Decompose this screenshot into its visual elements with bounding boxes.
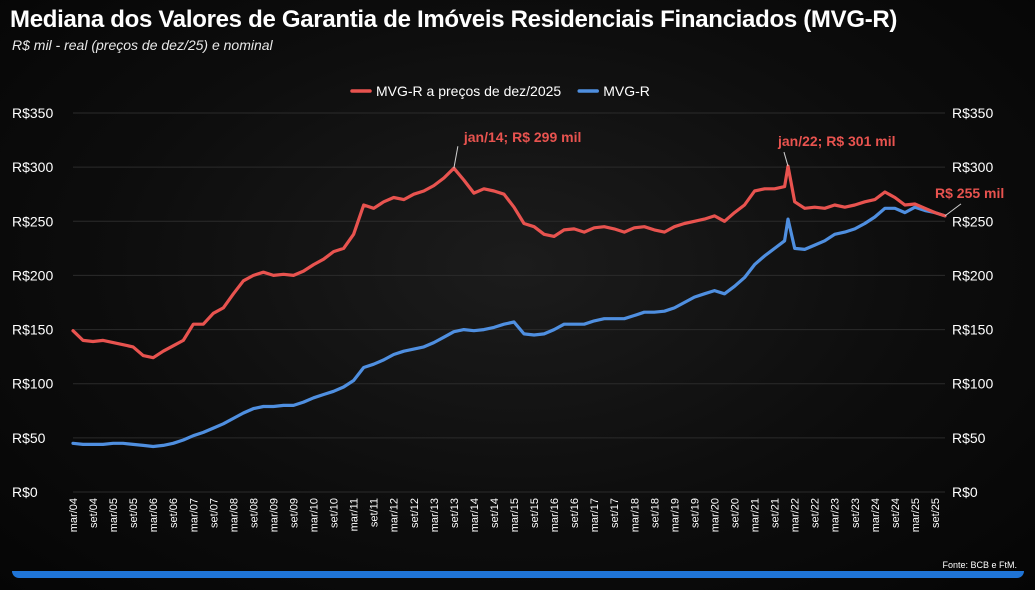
x-tick-label: mar/22 xyxy=(790,498,802,532)
x-tick-label: mar/18 xyxy=(629,498,641,532)
y-tick-label-right: R$300 xyxy=(952,159,993,175)
x-tick-label: set/10 xyxy=(329,498,341,528)
x-tick-label: mar/08 xyxy=(228,498,240,532)
x-tick-label: mar/07 xyxy=(188,498,200,532)
x-tick-label: set/09 xyxy=(289,498,301,528)
y-tick-label-right: R$200 xyxy=(952,267,993,283)
x-tick-label: set/15 xyxy=(529,498,541,528)
y-tick-label-left: R$50 xyxy=(12,430,46,446)
annotation-leader xyxy=(944,203,962,217)
x-tick-label: mar/24 xyxy=(870,498,882,532)
y-tick-label-right: R$100 xyxy=(952,376,993,392)
x-tick-label: set/19 xyxy=(689,498,701,528)
annotation-label: R$ 255 mil xyxy=(935,185,1004,201)
x-tick-label: set/11 xyxy=(369,498,381,527)
y-axis-left: R$0 R$50 R$100 R$150 R$200 R$250 R$300 R$350 xyxy=(12,105,53,500)
legend-label: MVG-R xyxy=(603,83,650,99)
x-tick-label: mar/17 xyxy=(589,498,601,532)
x-axis: mar/04 set/04 mar/05 set/05 mar/06 set/06 mar/… xyxy=(68,498,942,532)
x-tick-label: mar/19 xyxy=(669,498,681,532)
annotation-leader xyxy=(783,151,789,167)
x-tick-label: set/04 xyxy=(88,498,100,528)
annotations: jan/14; R$ 299 mil jan/22; R$ 301 mil R$ 2… xyxy=(453,129,1004,217)
x-tick-label: set/06 xyxy=(168,498,180,528)
y-tick-label-right: R$350 xyxy=(952,105,993,121)
accent-bar xyxy=(12,571,1024,578)
annotation-label: jan/14; R$ 299 mil xyxy=(463,129,582,145)
x-tick-label: mar/21 xyxy=(750,498,762,532)
x-tick-label: set/23 xyxy=(850,498,862,528)
x-tick-label: mar/04 xyxy=(68,498,80,532)
x-tick-label: set/22 xyxy=(810,498,822,528)
x-tick-label: mar/11 xyxy=(349,498,361,531)
x-tick-label: set/25 xyxy=(930,498,942,528)
x-tick-label: mar/25 xyxy=(910,498,922,532)
x-tick-label: set/16 xyxy=(569,498,581,528)
x-tick-label: set/05 xyxy=(128,498,140,528)
y-axis-right: R$0 R$50 R$100 R$150 R$200 R$250 R$300 R$350 xyxy=(952,105,993,500)
y-tick-label-right: R$50 xyxy=(952,430,986,446)
x-tick-label: mar/13 xyxy=(429,498,441,532)
y-tick-label-right: R$150 xyxy=(952,322,993,338)
y-tick-label-left: R$100 xyxy=(12,376,53,392)
y-tick-label-right: R$250 xyxy=(952,213,993,229)
y-tick-label-right: R$0 xyxy=(952,484,978,500)
x-tick-label: mar/09 xyxy=(268,498,280,532)
series-lines xyxy=(71,164,947,449)
y-tick-label-left: R$250 xyxy=(12,213,53,229)
gridlines xyxy=(73,112,945,493)
x-tick-label: set/17 xyxy=(609,498,621,528)
chart-subtitle: R$ mil - real (preços de dez/25) e nomin… xyxy=(12,37,273,53)
x-tick-label: set/07 xyxy=(208,498,220,528)
x-tick-label: set/12 xyxy=(409,498,421,528)
x-tick-label: set/24 xyxy=(890,498,902,528)
x-tick-label: mar/15 xyxy=(509,498,521,532)
chart-title: Mediana dos Valores de Garantia de Imóve… xyxy=(10,6,898,33)
x-tick-label: mar/12 xyxy=(389,498,401,532)
annotation-label: jan/22; R$ 301 mil xyxy=(777,133,896,149)
x-tick-label: set/21 xyxy=(770,498,782,528)
x-tick-label: mar/10 xyxy=(309,498,321,532)
x-tick-label: set/08 xyxy=(248,498,260,528)
y-tick-label-left: R$150 xyxy=(12,322,53,338)
y-tick-label-left: R$0 xyxy=(12,484,38,500)
series-line xyxy=(71,205,947,449)
y-tick-label-left: R$350 xyxy=(12,105,53,121)
annotation-leader xyxy=(453,146,459,169)
x-tick-label: set/13 xyxy=(449,498,461,528)
x-tick-label: mar/05 xyxy=(108,498,120,532)
legend-label: MVG-R a preços de dez/2025 xyxy=(376,83,561,99)
x-tick-label: mar/14 xyxy=(469,498,481,532)
x-tick-label: mar/20 xyxy=(709,498,721,532)
series-line xyxy=(71,164,947,360)
source-note: Fonte: BCB e FtM. xyxy=(942,560,1017,570)
x-tick-label: set/18 xyxy=(649,498,661,528)
x-tick-label: mar/23 xyxy=(830,498,842,532)
y-tick-label-left: R$200 xyxy=(12,267,53,283)
x-tick-label: mar/06 xyxy=(148,498,160,532)
x-tick-label: mar/16 xyxy=(549,498,561,532)
y-tick-label-left: R$300 xyxy=(12,159,53,175)
x-tick-label: set/14 xyxy=(489,498,501,528)
legend: MVG-R a preços de dez/2025 MVG-R xyxy=(350,83,650,99)
x-tick-label: set/20 xyxy=(730,498,742,528)
